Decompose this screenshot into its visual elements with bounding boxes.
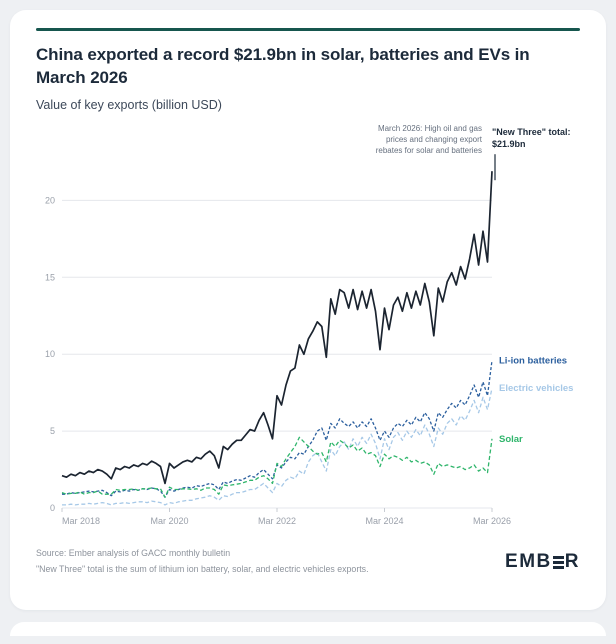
next-card-preview (10, 622, 606, 636)
y-axis-label: 20 (45, 196, 55, 206)
x-axis-label: Mar 2024 (365, 516, 403, 526)
chart-area: 0 5 10 15 20 Mar 2018 Mar 2020 Mar 2022 Mar 2024… (36, 118, 580, 538)
peak-label-title: "New Three" total: (492, 127, 571, 138)
chart-footer: Source: Ember analysis of GACC monthly b… (36, 546, 580, 578)
y-axis-label: 0 (50, 503, 55, 513)
chart-svg: 0 5 10 15 20 Mar 2018 Mar 2020 Mar 2022 Mar 2024… (45, 154, 573, 526)
ember-logo: EMB R (505, 551, 580, 573)
page-title: China exported a record $21.9bn in solar… (36, 45, 530, 87)
series-end-label-ev: Electric vehicles (499, 383, 573, 394)
peak-value-label: "New Three" total: $21.9bn (492, 127, 580, 150)
x-axis-label: Mar 2022 (258, 516, 296, 526)
x-axis-label: Mar 2020 (150, 516, 188, 526)
ember-logo-e-icon (552, 556, 564, 570)
source-text: Source: Ember analysis of GACC monthly b… (36, 548, 231, 559)
series-line-ev (62, 388, 493, 506)
x-axis-label: Mar 2026 (473, 516, 511, 526)
chart-card: China exported a record $21.9bn in solar… (10, 10, 606, 610)
accent-divider (36, 28, 580, 31)
series-end-label-li_ion: Li-ion batteries (499, 356, 567, 367)
annotation-line: prices and changing export (385, 135, 482, 145)
series-line-solar (61, 436, 493, 499)
y-axis-label: 5 (50, 426, 55, 436)
ember-logo-text-left: EMB (505, 551, 552, 573)
x-axis-label: Mar 2018 (62, 516, 100, 526)
footnote-text: "New Three" total is the sum of lithium … (36, 564, 369, 575)
chart-annotation: March 2026: High oil and gas prices and … (272, 124, 482, 156)
y-axis-label: 10 (45, 349, 55, 359)
y-axis-label: 15 (45, 273, 55, 283)
chart-subtitle: Value of key exports (billion USD) (36, 98, 222, 113)
annotation-line: rebates for solar and batteries (375, 145, 482, 155)
series-end-label-solar: Solar (499, 434, 523, 445)
annotation-line: March 2026: High oil and gas (377, 124, 482, 134)
footer-notes: Source: Ember analysis of GACC monthly b… (36, 546, 369, 578)
peak-label-value: $21.9bn (492, 138, 526, 149)
series-line-total (61, 171, 493, 485)
series-line-li_ion (62, 360, 493, 499)
ember-logo-text-right: R (564, 551, 580, 573)
